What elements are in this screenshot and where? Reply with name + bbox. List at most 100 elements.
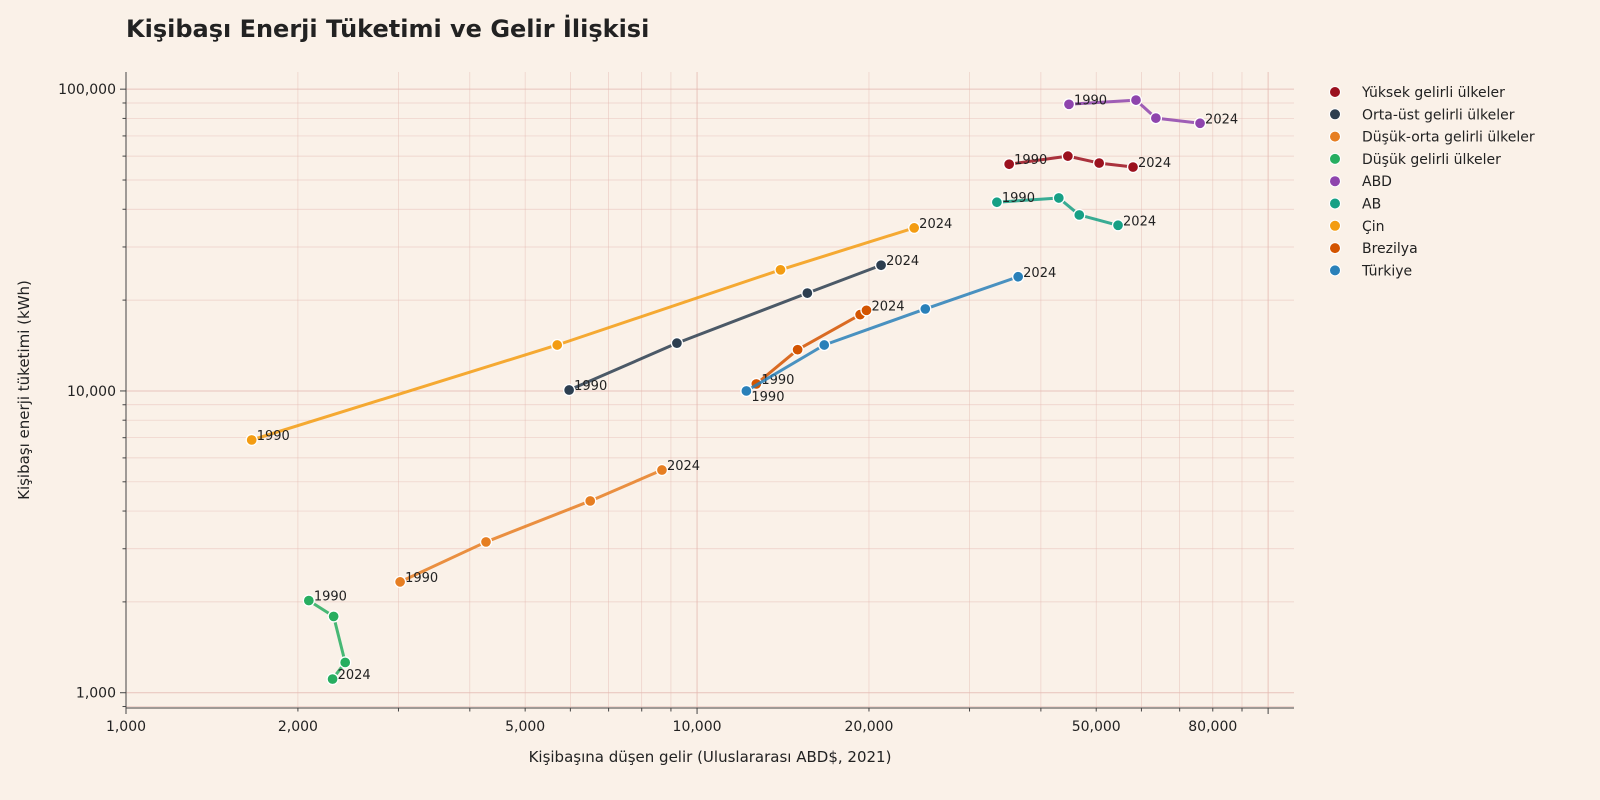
start-year-label: 1990 xyxy=(751,390,784,405)
series-line xyxy=(1068,98,1201,125)
data-point xyxy=(327,610,340,623)
x-tick-label: 10,000 xyxy=(673,719,722,735)
data-point xyxy=(339,656,352,669)
data-point xyxy=(1193,117,1207,130)
legend-label: AB xyxy=(1362,197,1381,213)
data-point xyxy=(801,286,814,300)
legend-marker xyxy=(1329,219,1341,232)
start-year-label: 1990 xyxy=(257,429,290,444)
end-year-label: 2024 xyxy=(338,668,371,683)
legend-item: Türkiye xyxy=(1329,263,1412,279)
data-point xyxy=(1062,98,1076,111)
end-year-label: 2024 xyxy=(1023,266,1056,281)
legend-marker xyxy=(1329,108,1341,121)
y-tick-label: 100,000 xyxy=(58,82,116,98)
legend-marker xyxy=(1329,197,1341,210)
series-group: 1990 2024 xyxy=(990,191,1156,232)
legend-label: Çin xyxy=(1362,219,1385,235)
series-group: 1990 2024 xyxy=(1062,93,1238,130)
legend-item: Çin xyxy=(1329,219,1385,235)
legend-label: Düşük-orta gelirli ülkeler xyxy=(1362,130,1535,146)
legend-item: AB xyxy=(1329,197,1381,213)
data-point xyxy=(1012,270,1025,283)
series-group: 1990 2024 xyxy=(740,266,1056,405)
legend-label: Türkiye xyxy=(1361,263,1412,279)
series-line xyxy=(251,226,915,442)
legend-item: Düşük-orta gelirli ülkeler xyxy=(1329,130,1535,146)
x-tick-label: 1,000 xyxy=(106,719,146,735)
chart-title: Kişibaşı Enerji Tüketimi ve Gelir İlişki… xyxy=(126,14,649,43)
legend-marker xyxy=(1329,242,1341,255)
data-point xyxy=(1093,156,1106,170)
start-year-label: 1990 xyxy=(405,571,438,586)
data-point xyxy=(740,384,753,398)
series-group: 1990 2024 xyxy=(393,459,700,589)
data-point xyxy=(990,196,1004,209)
data-point xyxy=(655,463,669,477)
series-line xyxy=(745,275,1019,393)
legend-item: Orta-üst gelirli ülkeler xyxy=(1329,107,1515,123)
start-year-label: 1990 xyxy=(1014,153,1047,168)
legend-marker xyxy=(1329,175,1341,188)
data-point xyxy=(302,594,315,607)
data-point xyxy=(584,494,597,508)
data-point xyxy=(908,221,921,235)
data-point xyxy=(774,263,787,276)
end-year-label: 2024 xyxy=(919,217,952,232)
legend: Yüksek gelirli ülkeler Orta-üst gelirli ü… xyxy=(1329,85,1535,279)
legend-label: Yüksek gelirli ülkeler xyxy=(1361,85,1505,101)
data-point xyxy=(919,302,932,316)
series-layer: 1990 2024 1990 2024 1990 2024 1990 2024 1990 2024… xyxy=(245,93,1238,686)
x-tick-label: 2,000 xyxy=(278,719,318,735)
data-point xyxy=(1052,191,1065,205)
legend-marker xyxy=(1329,86,1341,98)
data-point xyxy=(818,338,831,352)
end-year-label: 2024 xyxy=(871,299,904,314)
legend-item: Düşük gelirli ülkeler xyxy=(1329,152,1501,168)
data-point xyxy=(1073,208,1086,222)
series-group: 1990 2024 xyxy=(245,217,952,447)
series-line xyxy=(996,196,1119,227)
data-point xyxy=(562,383,576,397)
y-tick-label: 10,000 xyxy=(67,384,116,400)
axes: 1,000 2,000 5,000 10,000 20,000 50,000 80,000 1… xyxy=(58,72,1294,735)
legend-label: Düşük gelirli ülkeler xyxy=(1362,152,1501,168)
y-tick-label: 1,000 xyxy=(76,686,116,702)
legend-item: ABD xyxy=(1329,174,1392,190)
data-point xyxy=(860,304,873,317)
x-tick-label: 80,000 xyxy=(1188,719,1237,735)
data-point xyxy=(1111,219,1125,232)
data-point xyxy=(874,259,888,272)
data-point xyxy=(245,433,258,447)
start-year-label: 1990 xyxy=(1074,93,1107,108)
legend-marker xyxy=(1329,264,1341,277)
series-line xyxy=(308,599,347,680)
end-year-label: 2024 xyxy=(1123,214,1156,229)
start-year-label: 1990 xyxy=(1002,191,1035,206)
grid xyxy=(125,72,1294,708)
legend-item: Brezilya xyxy=(1329,241,1418,257)
end-year-label: 2024 xyxy=(1205,112,1238,127)
x-tick-label: 20,000 xyxy=(844,719,893,735)
legend-marker xyxy=(1329,152,1341,165)
end-year-label: 2024 xyxy=(1138,156,1171,171)
data-point xyxy=(1149,111,1163,125)
data-point xyxy=(393,575,407,589)
x-tick-label: 50,000 xyxy=(1072,719,1121,735)
series-group: 1990 2024 xyxy=(1003,149,1171,174)
end-year-label: 2024 xyxy=(667,459,700,474)
data-point xyxy=(1129,93,1143,107)
data-point xyxy=(479,535,493,549)
legend-label: ABD xyxy=(1362,174,1392,190)
y-axis-label: Kişibaşı enerji tüketimi (kWh) xyxy=(15,280,33,500)
start-year-label: 1990 xyxy=(314,590,347,605)
legend-marker xyxy=(1329,130,1341,143)
x-axis-label: Kişibaşına düşen gelir (Uluslararası ABD… xyxy=(529,748,892,766)
series-line xyxy=(568,263,882,392)
data-point xyxy=(1126,160,1140,174)
series-group: 1990 2024 xyxy=(302,590,371,686)
legend-label: Orta-üst gelirli ülkeler xyxy=(1362,107,1515,123)
